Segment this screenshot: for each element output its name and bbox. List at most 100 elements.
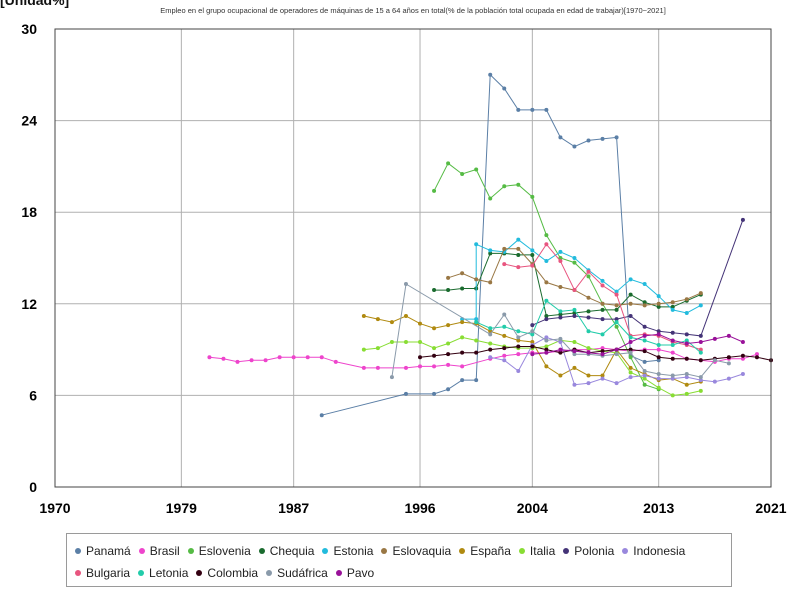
point-13-5 <box>530 329 535 334</box>
point-1-10 <box>361 365 366 370</box>
series-3 <box>432 251 703 319</box>
legend-item-9: Indonesia <box>622 544 685 558</box>
point-1-25 <box>600 346 605 351</box>
legend-label-4: Estonia <box>333 544 374 558</box>
point-13-7 <box>558 336 563 341</box>
y-tick-label-2: 12 <box>21 296 37 312</box>
point-8-5 <box>600 317 605 322</box>
point-8-7 <box>628 314 633 319</box>
point-2-5 <box>502 184 507 189</box>
x-tick-label-6: 2021 <box>755 500 786 516</box>
point-0-0 <box>319 413 324 418</box>
point-11-9 <box>600 332 605 337</box>
point-3-8 <box>544 314 549 319</box>
legend-item-2: Eslovenia <box>187 544 251 558</box>
point-12-17 <box>656 355 661 360</box>
point-5-3 <box>488 280 493 285</box>
point-10-8 <box>614 292 619 297</box>
legend-item-1: Brasil <box>138 544 180 558</box>
point-0-3 <box>446 387 451 392</box>
point-7-15 <box>572 339 577 344</box>
series-0 <box>319 72 661 418</box>
point-6-23 <box>684 382 689 387</box>
point-1-11 <box>375 365 380 370</box>
point-1-12 <box>403 365 408 370</box>
point-9-0 <box>488 355 493 360</box>
legend-row-1: Panamá Brasil Eslovenia Chequia Estonia Eslov… <box>75 542 693 560</box>
point-11-1 <box>488 326 493 331</box>
point-5-2 <box>474 277 479 282</box>
legend-label-0: Panamá <box>86 544 131 558</box>
point-14-9 <box>656 332 661 337</box>
point-9-8 <box>600 376 605 381</box>
point-7-5 <box>432 346 437 351</box>
point-4-6 <box>530 248 535 253</box>
legend-label-13: Sudáfrica <box>277 566 328 580</box>
point-1-2 <box>235 359 240 364</box>
point-12-20 <box>698 358 703 363</box>
point-7-2 <box>389 339 394 344</box>
point-1-18 <box>502 353 507 358</box>
legend-marker-5 <box>381 548 388 554</box>
point-3-11 <box>586 309 591 314</box>
point-14-1 <box>544 350 549 355</box>
series-1 <box>207 346 759 370</box>
point-2-14 <box>628 355 633 360</box>
point-7-24 <box>698 388 703 393</box>
point-9-7 <box>586 381 591 386</box>
legend-marker-6 <box>459 548 466 554</box>
point-1-19 <box>516 352 521 357</box>
point-14-0 <box>530 352 535 357</box>
x-tick-label-3: 1996 <box>404 500 435 516</box>
y-tick-label-0: 0 <box>29 479 37 495</box>
point-6-14 <box>558 373 563 378</box>
point-14-15 <box>740 339 745 344</box>
point-5-11 <box>600 301 605 306</box>
series-line-13 <box>391 283 730 378</box>
point-12-19 <box>684 356 689 361</box>
legend-item-8: Polonia <box>563 544 614 558</box>
point-14-4 <box>586 350 591 355</box>
series-line-11 <box>476 299 702 354</box>
point-13-18 <box>712 358 717 363</box>
point-11-15 <box>684 338 689 343</box>
series-line-14 <box>532 333 744 355</box>
point-1-13 <box>418 364 423 369</box>
point-3-16 <box>656 304 661 309</box>
point-0-14 <box>600 136 605 141</box>
point-12-8 <box>530 344 535 349</box>
series-14 <box>530 332 745 357</box>
legend-label-11: Letonia <box>149 566 189 580</box>
legend-label-7: Italia <box>529 544 556 558</box>
point-9-2 <box>516 368 521 373</box>
point-13-8 <box>572 352 577 357</box>
point-0-1 <box>403 391 408 396</box>
point-11-6 <box>558 309 563 314</box>
point-2-15 <box>642 382 647 387</box>
point-1-15 <box>446 362 451 367</box>
y-tick-label-3: 18 <box>21 204 37 220</box>
point-14-14 <box>726 333 731 338</box>
series-4 <box>460 237 703 322</box>
point-1-1 <box>221 356 226 361</box>
x-tick-label-4: 2004 <box>517 500 548 516</box>
point-2-9 <box>558 256 563 260</box>
point-9-11 <box>642 373 647 378</box>
point-13-14 <box>656 372 661 377</box>
point-14-2 <box>558 347 563 352</box>
legend-marker-3 <box>258 548 265 554</box>
chart-subtitle: Empleo en el grupo ocupacional de operad… <box>160 6 666 15</box>
point-7-4 <box>418 339 423 344</box>
point-12-22 <box>726 355 731 360</box>
series-lines <box>207 72 773 418</box>
legend-item-10: Bulgaria <box>75 566 130 580</box>
point-12-2 <box>446 352 451 357</box>
series-line-1 <box>209 347 758 369</box>
point-13-13 <box>642 368 647 373</box>
point-4-8 <box>558 249 563 254</box>
legend-label-14: Pavo <box>346 566 375 580</box>
point-14-13 <box>712 336 717 341</box>
point-6-17 <box>600 373 605 378</box>
point-0-12 <box>572 144 577 149</box>
